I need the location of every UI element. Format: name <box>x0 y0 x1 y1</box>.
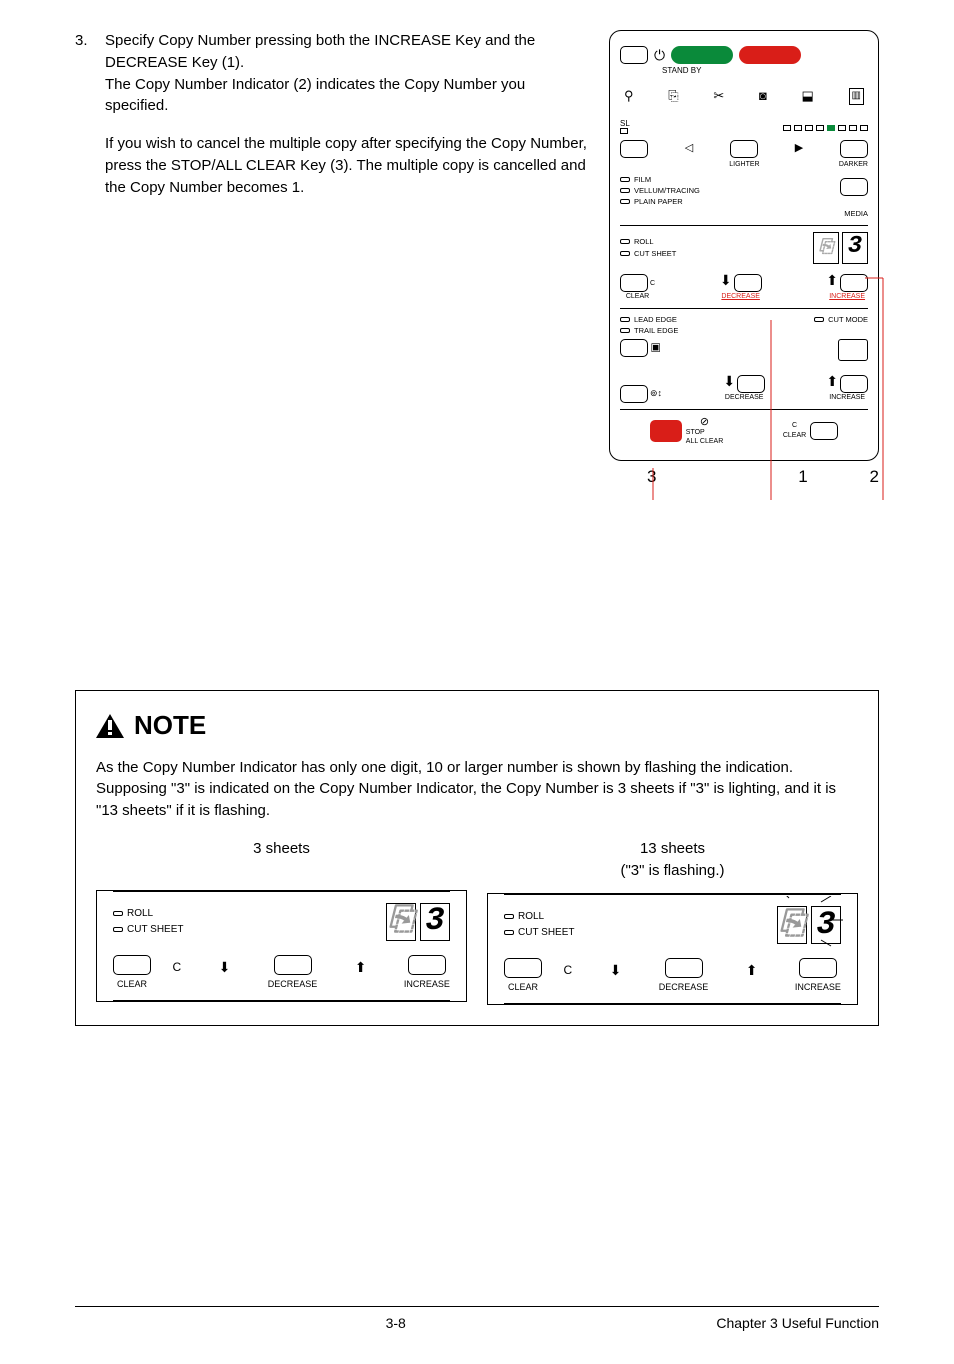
step-para2: If you wish to cancel the multiple copy … <box>105 135 587 196</box>
chapter-label: Chapter 3 Useful Function <box>716 1313 879 1333</box>
darker-button <box>840 140 868 158</box>
control-panel-diagram: ⏻ STAND BY ⚲⎘✂◙⬓▥ SL <box>609 30 879 490</box>
step-para1b: The Copy Number Indicator (2) indicates … <box>105 76 525 115</box>
instruction-text: 3. Specify Copy Number pressing both the… <box>75 30 589 490</box>
note-title: NOTE <box>134 707 206 745</box>
decrease-button <box>734 274 762 292</box>
cal-button <box>620 385 648 403</box>
step-para1a: Specify Copy Number pressing both the IN… <box>105 32 535 71</box>
lighter-button <box>730 140 758 158</box>
media-button <box>840 178 868 196</box>
increase-button <box>840 274 868 292</box>
standby-button <box>620 46 648 64</box>
step-number: 3. <box>75 30 105 198</box>
warning-icon <box>96 714 124 738</box>
edge-button <box>620 339 648 357</box>
green-pill <box>671 46 733 64</box>
sl-button <box>620 140 648 158</box>
note-box: NOTE As the Copy Number Indicator has on… <box>75 690 879 1026</box>
copy-digit-tens: ⎘ <box>813 232 839 264</box>
copy-digit-ones: 3 <box>842 232 868 264</box>
ex1-digit-tens: ⎘ <box>386 903 416 941</box>
flash-lines-icon <box>759 896 859 956</box>
stop-button <box>650 420 682 442</box>
example-3sheets: 3 sheets ROLL CUT SHEET ⎘ 3 CLEAR C ⬇ <box>96 838 467 1006</box>
callout-1: 1 <box>798 465 807 490</box>
mode-icons: ⚲⎘✂◙⬓▥ <box>620 85 868 108</box>
example-13sheets: 13 sheets ("3" is flashing.) ROLL CUT SH… <box>487 838 858 1006</box>
clear-button <box>620 274 648 292</box>
callout-3: 3 <box>647 465 656 490</box>
power-icon: ⏻ <box>654 45 665 65</box>
standby-label: STAND BY <box>662 65 868 77</box>
ex1-digit-ones: 3 <box>420 903 450 941</box>
note-body2: Supposing "3" is indicated on the Copy N… <box>96 778 858 822</box>
clear2-button <box>810 422 838 440</box>
callout-2: 2 <box>870 465 879 490</box>
page-number: 3-8 <box>386 1313 406 1333</box>
note-body1: As the Copy Number Indicator has only on… <box>96 757 858 779</box>
page-footer: 3-8 Chapter 3 Useful Function <box>75 1306 879 1333</box>
red-pill <box>739 46 801 64</box>
